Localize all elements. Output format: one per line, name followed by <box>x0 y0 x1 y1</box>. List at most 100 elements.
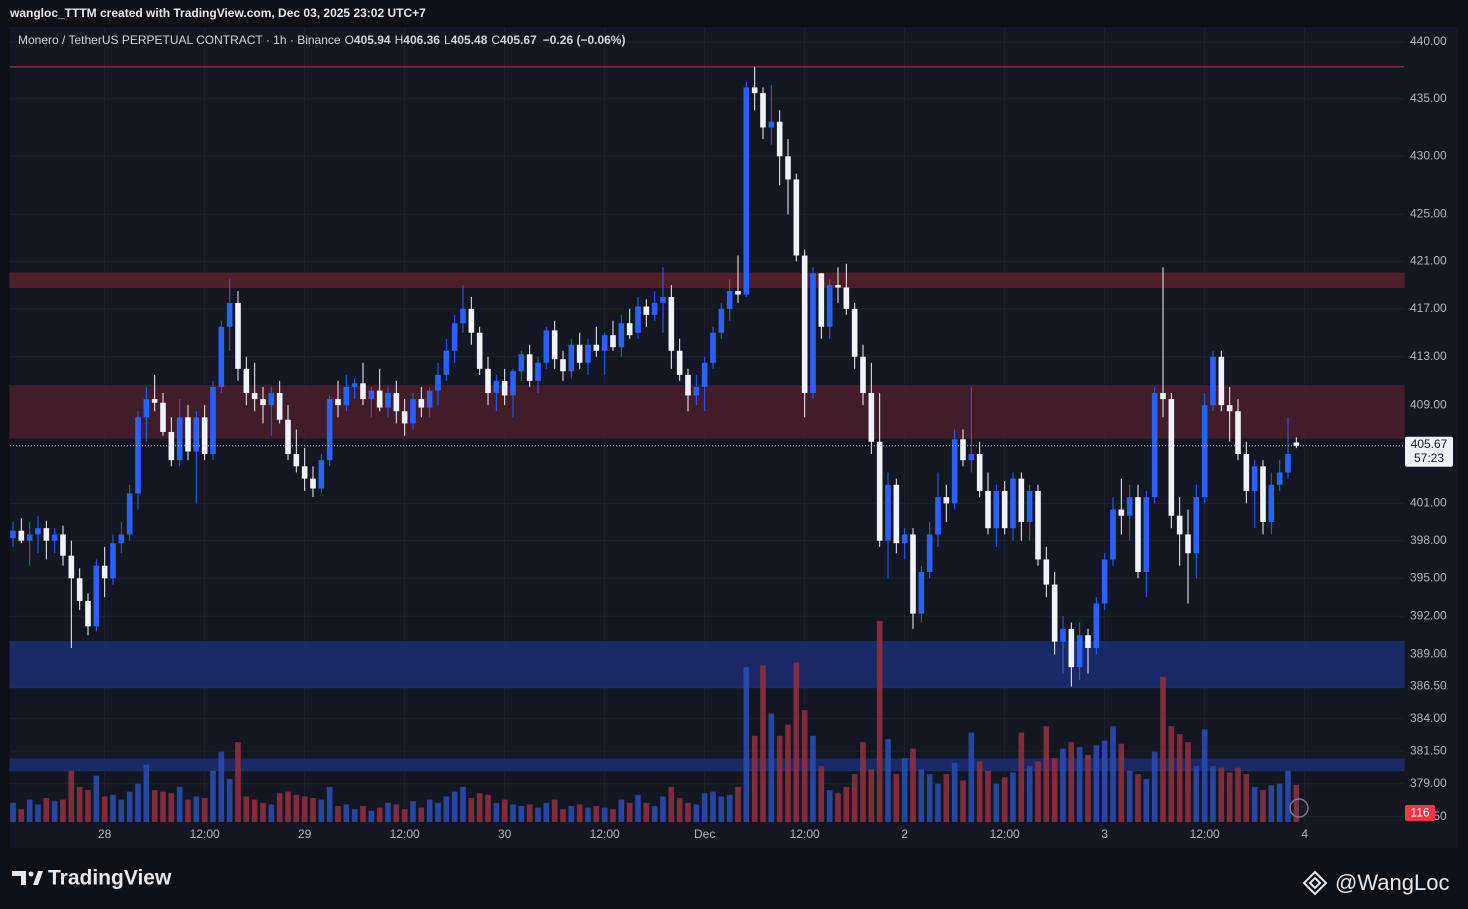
candle-body <box>685 374 691 396</box>
candle-body <box>718 308 725 333</box>
volume-bar <box>685 802 691 822</box>
candle-body <box>168 431 175 461</box>
x-tick-label: 30 <box>498 827 512 841</box>
candle-body <box>726 291 733 309</box>
y-tick-label: 389.00 <box>1410 647 1447 661</box>
volume-bar <box>1085 754 1091 822</box>
y-tick-label: 440.00 <box>1410 34 1447 48</box>
candle-body <box>760 93 766 128</box>
candle-body <box>1076 635 1083 668</box>
volume-bar <box>235 742 241 822</box>
volume-bar <box>351 809 358 822</box>
axes: 440.00 435.00 430.00 425.00 421.00 417.00 413.… <box>10 34 1453 841</box>
candle-body <box>1026 490 1033 522</box>
candle-body <box>526 354 533 381</box>
header: wangloc_TTTM created with TradingView.co… <box>9 6 426 20</box>
volume-bar <box>968 732 975 822</box>
volume-bar <box>810 735 816 822</box>
volume-bar <box>751 735 758 822</box>
candle-body <box>1226 405 1233 412</box>
candle-body <box>1051 584 1058 642</box>
candle-body <box>1260 466 1266 522</box>
replay-button[interactable] <box>1289 798 1309 818</box>
volume-bar <box>1285 770 1291 822</box>
candle-body <box>151 399 158 403</box>
volume-bar <box>626 802 633 822</box>
volume-bar <box>51 801 58 822</box>
volume-bar <box>776 735 783 822</box>
x-tick-label: 29 <box>298 827 312 841</box>
volume-bar <box>743 667 750 822</box>
h-value: 406.36 <box>403 33 440 47</box>
x-tick-label: 12:00 <box>1190 827 1220 841</box>
candle-body <box>935 497 941 535</box>
y-tick-label: 381.50 <box>1410 743 1447 757</box>
candle-body <box>801 255 808 394</box>
volume-bar <box>268 804 275 822</box>
h-label: H <box>395 33 404 47</box>
candle-body <box>710 332 716 363</box>
volume-bar <box>43 798 50 822</box>
volume-bar <box>176 786 183 822</box>
candle-body <box>618 323 625 348</box>
volume-bar <box>860 742 866 822</box>
x-tick-label: 12:00 <box>790 827 820 841</box>
candle-body <box>735 291 741 295</box>
volume-bar <box>1276 783 1283 822</box>
volume-label: 116 <box>1410 806 1429 820</box>
volume-bar <box>910 748 916 822</box>
volume-bar <box>401 809 408 822</box>
candle-body <box>1268 484 1275 522</box>
candle-body <box>418 399 425 408</box>
volume-bar <box>418 807 425 822</box>
candle-body <box>635 306 641 333</box>
volume-bar <box>876 620 883 822</box>
y-tick-label: 401.00 <box>1410 496 1447 510</box>
volume-bar <box>1051 758 1058 822</box>
candle-body <box>751 87 758 94</box>
candle-body <box>868 393 875 442</box>
candle-body <box>768 121 775 128</box>
volume-bar <box>1210 766 1216 822</box>
candle-body <box>1085 635 1091 648</box>
o-label: O <box>345 33 354 47</box>
candle-body <box>1160 393 1166 400</box>
watermark: @WangLoc <box>1335 870 1449 895</box>
candle-body <box>68 555 75 579</box>
volume-bar <box>1010 772 1016 822</box>
candle-body <box>1060 628 1066 642</box>
candle-body <box>393 393 400 412</box>
volume-bar <box>293 794 300 822</box>
candle-body <box>468 308 475 333</box>
price-label: 405.67 <box>1411 437 1448 451</box>
volume-bar <box>760 665 766 822</box>
volume-bar <box>393 804 400 822</box>
volume-bar <box>993 783 1000 822</box>
candle-body <box>660 296 666 303</box>
candle-body <box>326 399 333 461</box>
candle-body <box>993 490 1000 529</box>
volume-bar <box>885 738 891 822</box>
volume-bar <box>276 793 283 822</box>
candle-body <box>60 534 66 556</box>
candle-body <box>1110 509 1116 560</box>
candle-body <box>1101 559 1108 604</box>
volume-bar <box>535 807 541 822</box>
volume-bar <box>1068 742 1075 822</box>
volume-bar <box>168 793 175 822</box>
volume-bar <box>335 806 341 822</box>
candle-body <box>351 383 358 387</box>
candle-body <box>951 439 958 504</box>
candle-body <box>743 87 750 295</box>
candle-body <box>401 411 408 424</box>
volume-bar <box>60 799 66 822</box>
candle-body <box>943 497 950 504</box>
candle-body <box>1218 356 1225 406</box>
x-tick-label: 12:00 <box>390 827 420 841</box>
volume-bar <box>601 807 608 822</box>
volume-bar <box>951 762 958 822</box>
candle-body <box>268 393 275 406</box>
volume-bar <box>651 806 658 822</box>
volume-bar <box>943 774 950 822</box>
